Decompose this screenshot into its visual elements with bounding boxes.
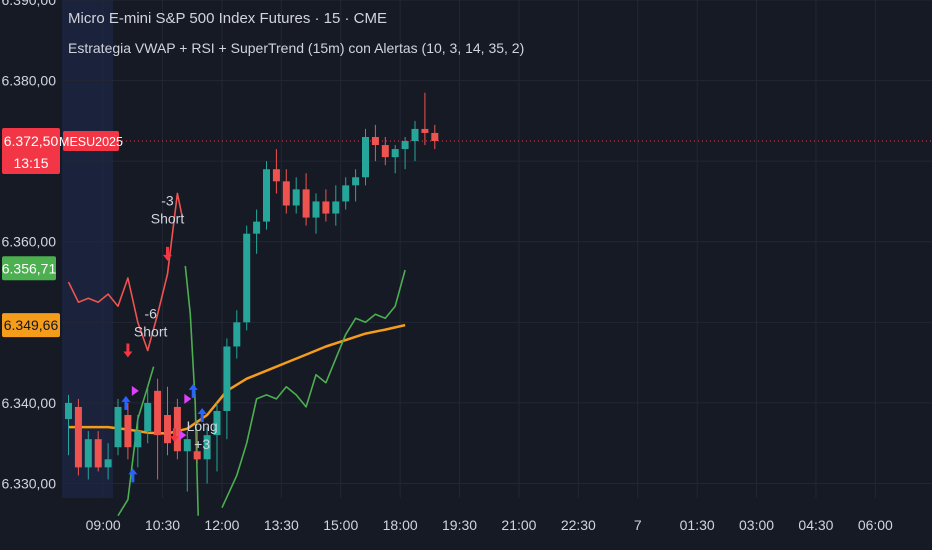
signal-arrow-up-icon [121,395,131,410]
candle [272,169,280,182]
supertrend-up-line [221,269,406,509]
candle [421,128,429,133]
candle [94,439,102,468]
bar-countdown: 13:15 [13,155,48,171]
time-tick-label: 01:30 [680,517,715,533]
symbol-badge-label: MESU2025 [59,135,123,149]
time-tick-label: 13:30 [264,517,299,533]
session-shade [62,0,114,498]
signal-marker-icon [131,385,139,396]
symbol-badge [63,131,119,152]
short-arrow-icon [123,343,133,358]
candle [233,322,241,347]
signal-label-bottom: Short [134,323,168,339]
signal-arrow-down-icon [169,428,179,443]
candle [74,406,82,468]
time-tick-label: 04:30 [798,517,833,533]
candle [243,233,251,323]
short-arrow-icon [163,246,172,261]
candle [134,431,142,448]
candle [332,201,340,214]
price-tick-label: 6.360,00 [2,234,57,250]
candle [253,221,261,234]
time-tick-label: 18:00 [383,517,418,533]
candle [322,201,330,214]
signal-label-top: -3 [161,193,174,209]
supertrend-value-badge [2,256,56,281]
signal-label-bottom: +3 [194,436,210,452]
time-tick-label: 10:30 [145,517,180,533]
candle [401,141,409,150]
vwap-value: 6.349,66 [4,317,59,333]
time-tick-label: 15:00 [323,517,358,533]
vwap-value-badge [2,313,60,338]
long-arrow-icon [197,408,207,422]
signal-label-top: Long [187,418,218,434]
candle [154,390,162,436]
candle [203,435,211,460]
candle [164,415,171,444]
time-tick-label: 12:00 [204,517,239,533]
last-price-value: 6.372,50 [4,133,59,149]
candle [431,132,439,142]
candle [263,169,270,222]
time-tick-label: 03:00 [739,517,774,533]
signal-label-bottom: Short [151,211,185,227]
candle [173,406,181,452]
signal-marker-icon [184,393,192,404]
price-tick-label: 6.330,00 [2,475,57,491]
price-tick-label: 6.380,00 [2,73,57,89]
time-tick-label: 22:30 [561,517,596,533]
time-axis-area [0,498,932,550]
candle [183,439,191,452]
candle [312,201,320,218]
candle [352,177,360,186]
time-tick-label: 21:00 [501,517,536,533]
candle [124,415,132,448]
supertrend-down-line [67,192,184,352]
price-tick-label: 6.390,00 [2,0,57,8]
candle [381,145,389,158]
candle [411,128,419,142]
candle [362,136,369,178]
signal-arrow-up-icon [188,383,198,398]
candle [104,459,112,468]
candle [114,406,122,448]
candle [282,181,290,206]
time-tick-label: 19:30 [442,517,477,533]
candle [302,189,310,218]
candle [371,136,379,146]
last-price-badge [2,128,60,175]
time-tick-label: 06:00 [858,517,893,533]
symbol-title: Micro E-mini S&P 500 Index Futures · 15 … [68,10,387,27]
time-tick-label: 7 [634,517,642,533]
indicator-title: Estrategia VWAP + RSI + SuperTrend (15m)… [68,40,525,56]
candle [391,149,399,158]
candle [144,402,152,432]
candle [223,346,231,411]
candle [213,410,221,436]
signal-label-top: -6 [144,305,157,321]
signal-marker-icon [179,430,187,441]
candle [292,189,300,206]
candle [65,402,72,420]
candle [342,185,350,202]
supertrend-value: 6.356,71 [2,260,57,276]
signal-arrow-up-icon [128,468,138,483]
candle [84,439,92,468]
price-tick-label: 6.340,00 [2,395,57,411]
candle [193,451,201,460]
time-tick-label: 09:00 [86,517,121,533]
